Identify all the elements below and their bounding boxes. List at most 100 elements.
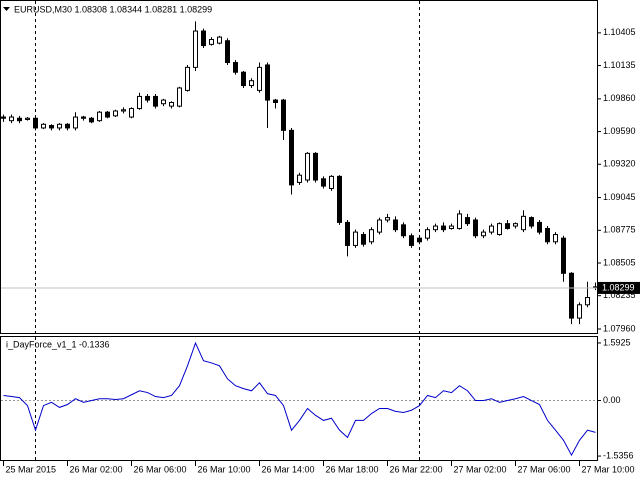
y-tick-label: 0.00 — [603, 395, 621, 405]
candle-body — [513, 223, 518, 227]
candle-body — [473, 219, 478, 237]
y-tick-label: -1.5356 — [603, 450, 634, 460]
candle-body — [225, 40, 230, 64]
candle-body — [41, 123, 46, 129]
candle-body — [1, 116, 6, 119]
candle-body — [185, 66, 190, 91]
candle-body — [505, 223, 510, 229]
x-tick-label: 26 Mar 22:00 — [390, 464, 443, 474]
candle-body — [529, 217, 534, 227]
candle-body — [73, 116, 78, 129]
current-price-label: 1.08299 — [602, 282, 635, 292]
y-tick-label: 1.5925 — [603, 337, 631, 347]
candle-body — [361, 234, 366, 245]
candle-body — [105, 111, 110, 118]
candle-body — [369, 229, 374, 243]
candle-body — [137, 95, 142, 110]
x-tick-label: 26 Mar 14:00 — [262, 464, 315, 474]
candle-body — [273, 99, 278, 104]
candle-body — [265, 64, 270, 101]
candle-body — [497, 223, 502, 236]
candle-body — [393, 219, 398, 231]
x-tick-label: 27 Mar 02:00 — [454, 464, 507, 474]
candle-body — [289, 129, 294, 186]
candle-body — [297, 174, 302, 183]
candle-body — [33, 117, 38, 129]
candle-body — [449, 225, 454, 229]
candle-body — [441, 225, 446, 231]
y-tick-label: 1.10405 — [603, 27, 636, 37]
candle-body — [385, 217, 390, 221]
candle-body — [577, 304, 582, 319]
current-price-box — [598, 281, 640, 294]
x-tick-label: 26 Mar 06:00 — [134, 464, 187, 474]
x-tick-label: 25 Mar 2015 — [6, 464, 57, 474]
candle-body — [97, 111, 102, 122]
x-tick-label: 26 Mar 10:00 — [198, 464, 251, 474]
candle-body — [545, 227, 550, 243]
candle-body — [49, 125, 54, 129]
candle-body — [57, 123, 62, 129]
candle-body — [241, 71, 246, 87]
candle-body — [209, 39, 214, 45]
x-tick-label: 27 Mar 06:00 — [518, 464, 571, 474]
y-tick-label: 1.09590 — [603, 126, 636, 136]
candle-body — [177, 87, 182, 107]
candle-body — [257, 66, 262, 91]
candle-body — [201, 30, 206, 47]
y-tick-label: 1.09045 — [603, 192, 636, 202]
candle-body — [121, 109, 126, 112]
candle-body — [345, 221, 350, 246]
y-tick-label: 1.07960 — [603, 323, 636, 333]
candle-body — [305, 152, 310, 181]
candle-body — [465, 217, 470, 225]
candle-body — [25, 117, 30, 120]
main-panel-frame — [0, 0, 598, 334]
y-tick-label: 1.08505 — [603, 257, 636, 267]
candle-body — [81, 116, 86, 119]
candle-body — [89, 117, 94, 123]
y-tick-label: 1.10135 — [603, 60, 636, 70]
candle-body — [249, 80, 254, 87]
indicator-title: i_DayForce_v1_1 -0.1336 — [6, 339, 110, 349]
candle-body — [329, 175, 334, 189]
candle-body — [585, 297, 590, 306]
candle-body — [569, 272, 574, 319]
x-tick-label: 26 Mar 18:00 — [326, 464, 379, 474]
candle-body — [561, 237, 566, 274]
candle-body — [337, 175, 342, 223]
y-tick-label: 1.08235 — [603, 290, 636, 300]
candle-body — [169, 102, 174, 107]
candle-body — [521, 215, 526, 231]
candle-body — [193, 30, 198, 68]
candle-body — [9, 116, 14, 122]
candle-body — [425, 229, 430, 239]
candle-body — [457, 213, 462, 229]
candle-body — [161, 99, 166, 105]
x-tick-label: 27 Mar 10:00 — [582, 464, 635, 474]
candle-body — [433, 225, 438, 231]
y-tick-label: 1.09320 — [603, 159, 636, 169]
symbol-arrow — [3, 7, 10, 11]
candle-body — [217, 36, 222, 44]
candle-body — [281, 99, 286, 131]
candle-body — [481, 231, 486, 237]
y-tick-label: 1.09860 — [603, 93, 636, 103]
indicator-panel-frame — [0, 336, 598, 461]
candle-body — [17, 117, 22, 122]
candle-body — [129, 108, 134, 118]
candle-body — [409, 235, 414, 246]
candle-body — [353, 231, 358, 246]
x-tick-label: 26 Mar 02:00 — [70, 464, 123, 474]
candle-body — [145, 95, 150, 101]
candle-body — [553, 234, 558, 243]
candle-body — [489, 225, 494, 233]
candle-body — [537, 221, 542, 233]
chart-title: EURUSD,M30 1.08308 1.08344 1.08281 1.082… — [14, 4, 212, 14]
candle-body — [233, 62, 238, 73]
candle-body — [153, 95, 158, 107]
candle-body — [113, 110, 118, 117]
y-tick-label: 1.08775 — [603, 225, 636, 235]
